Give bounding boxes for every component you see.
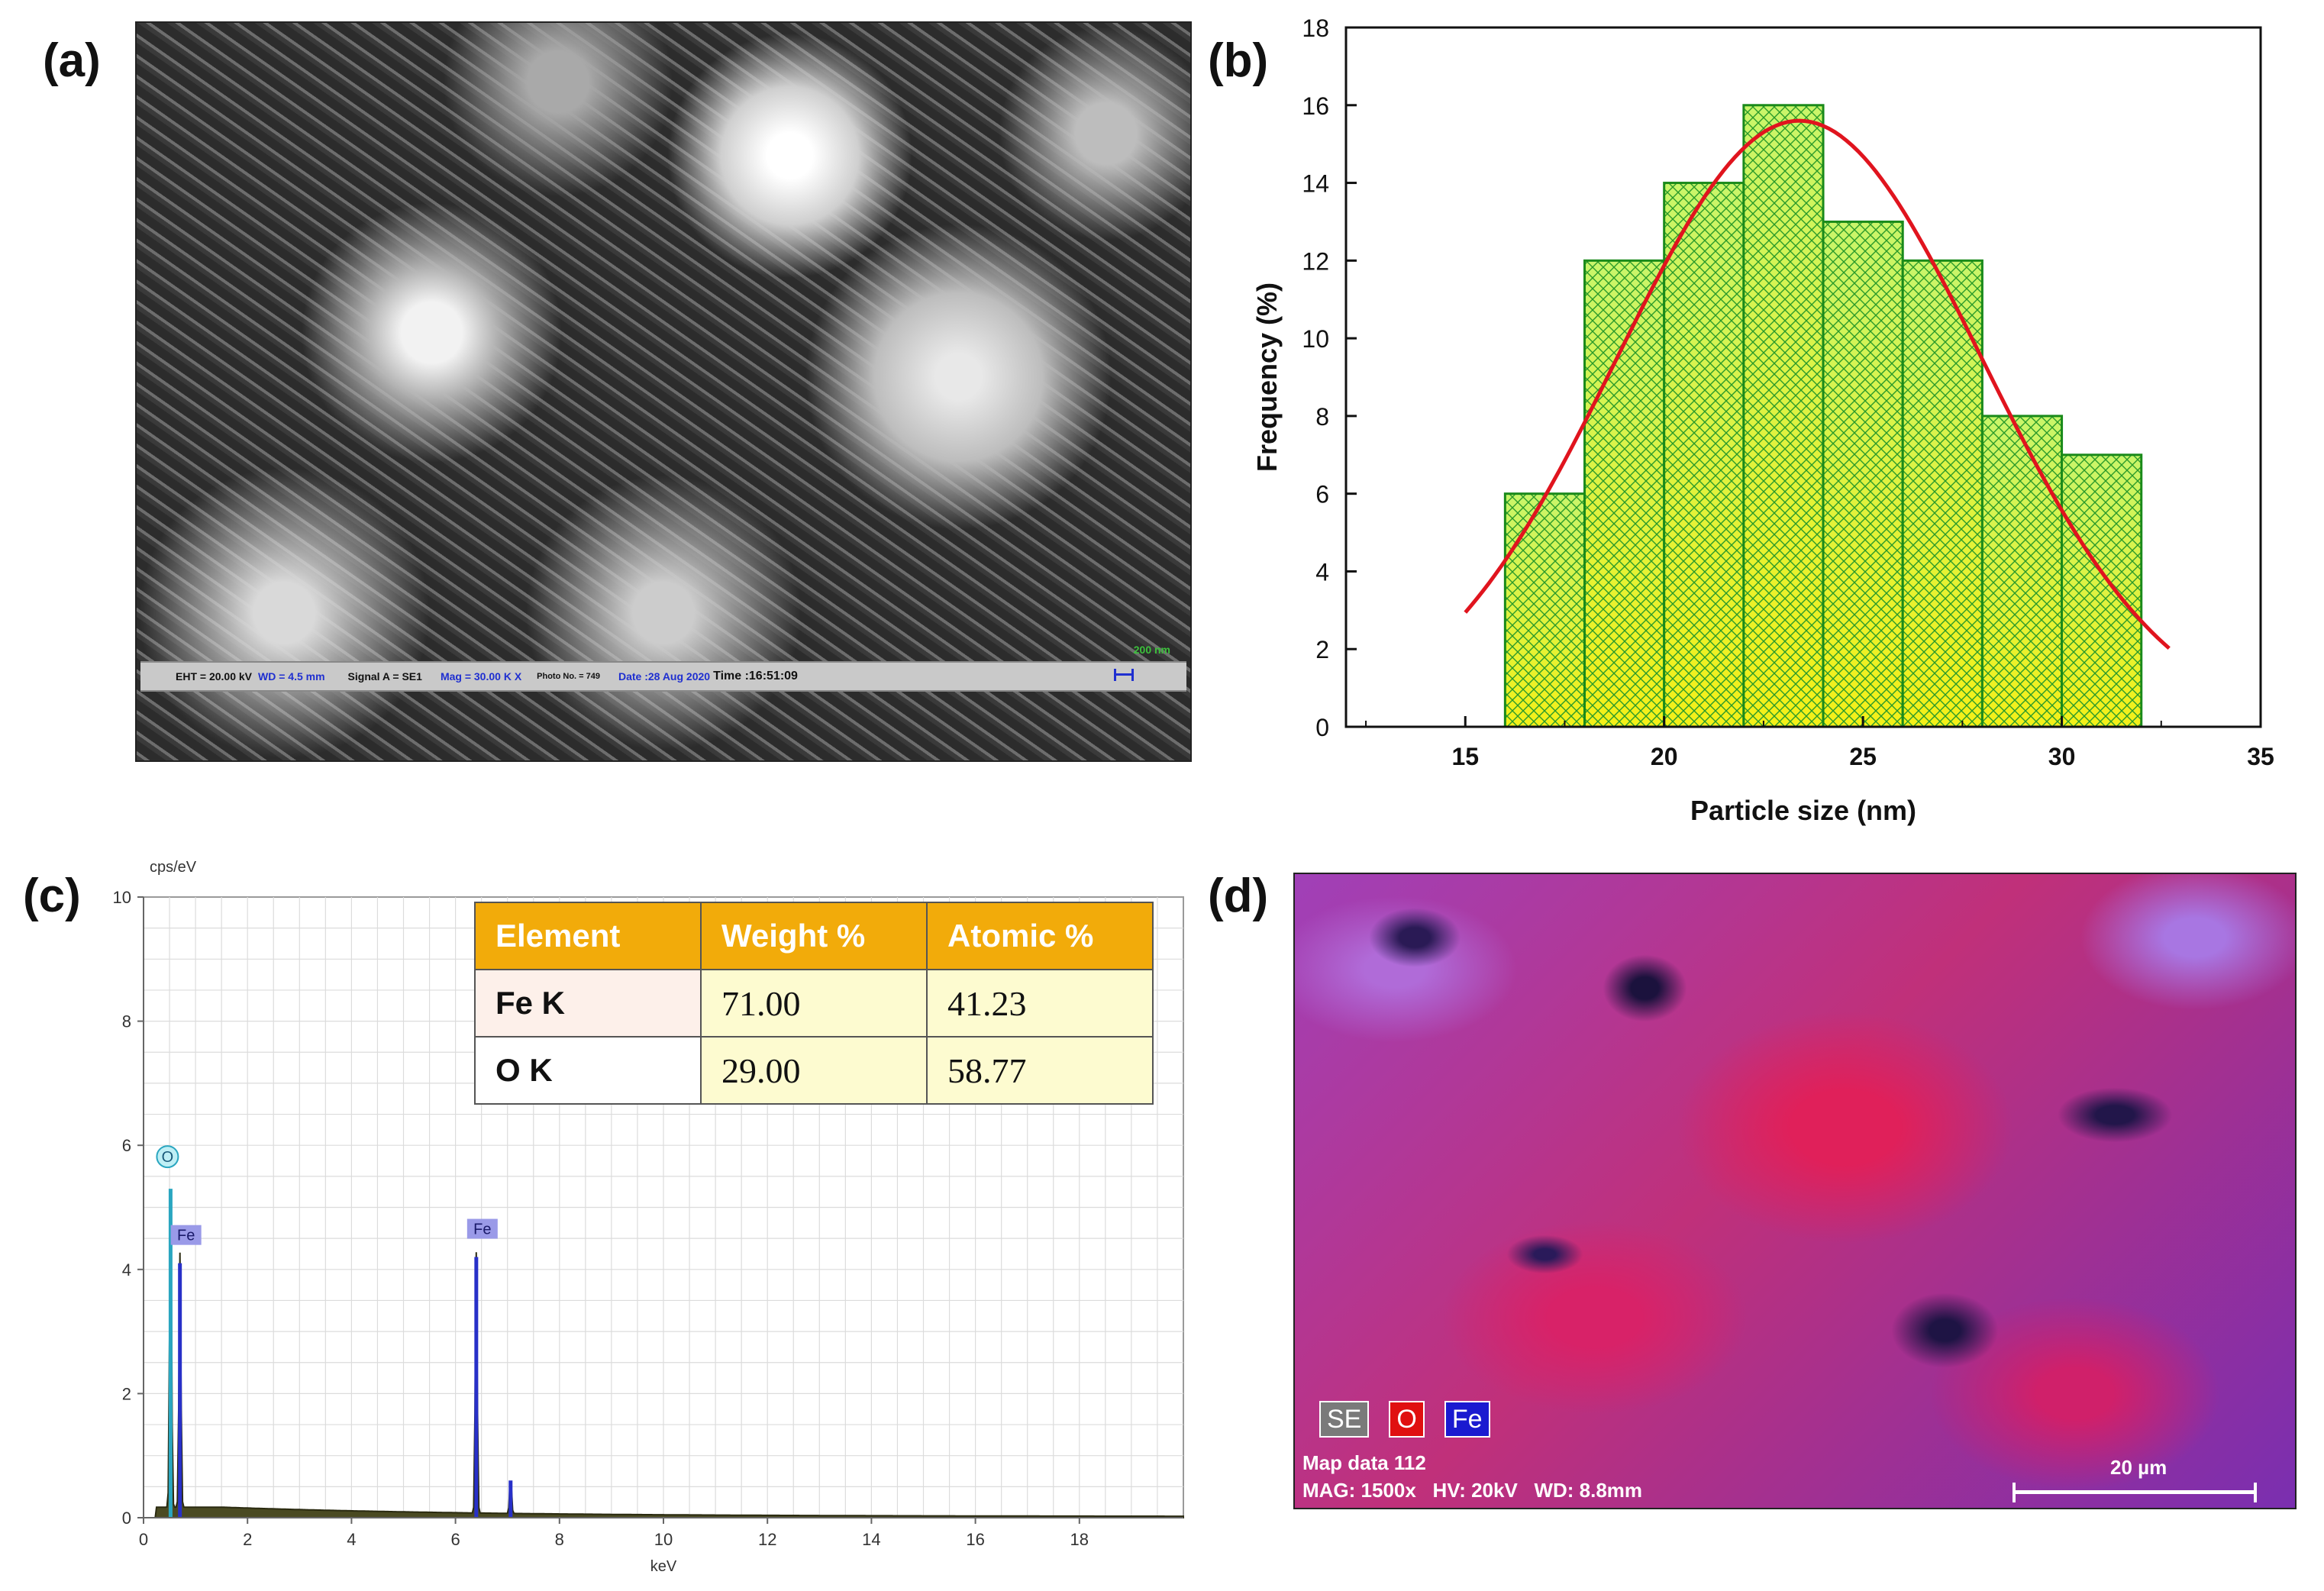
eds-x-tick-label: 4 <box>347 1530 356 1549</box>
table-header-element: Element <box>474 902 702 970</box>
table-cell-weight: 71.00 <box>700 969 928 1038</box>
histogram-y-tick-label: 14 <box>1302 170 1329 198</box>
map-title: Map data 112 <box>1302 1451 1426 1474</box>
table-cell-element: Fe K <box>474 969 702 1038</box>
eds-x-tick-label: 18 <box>1070 1530 1089 1549</box>
sem-signal: Signal A = SE1 <box>347 670 422 683</box>
table-cell-weight: 29.00 <box>700 1036 928 1105</box>
table-row: Fe K 71.00 41.23 <box>474 969 1154 1038</box>
map-legend-se: SE <box>1319 1401 1370 1438</box>
eds-y-tick-label: 0 <box>122 1509 131 1528</box>
table-header-weight: Weight % <box>700 902 928 970</box>
eds-peak-marker <box>466 1218 498 1239</box>
histogram-y-tick-label: 6 <box>1315 481 1329 508</box>
histogram-y-tick-label: 2 <box>1315 636 1329 663</box>
table-cell-element: O K <box>474 1036 702 1105</box>
histogram-bar-outline <box>1503 492 1586 728</box>
table-header-atomic: Atomic % <box>926 902 1154 970</box>
sem-date: Date :28 Aug 2020 <box>618 670 711 683</box>
map-scale-label: 20 µm <box>2110 1456 2167 1479</box>
map-params: MAG: 1500x HV: 20kV WD: 8.8mm <box>1302 1479 1643 1502</box>
histogram-x-tick-label: 30 <box>2048 743 2076 770</box>
sem-info-bar: EHT = 20.00 kV WD = 4.5 mm Signal A = SE… <box>140 661 1186 692</box>
eds-y-unit: cps/eV <box>150 859 197 876</box>
map-legend: SE O Fe <box>1319 1401 1490 1438</box>
histogram-y-tick-label: 8 <box>1315 403 1329 431</box>
gaussian-fit-curve <box>1464 118 2171 650</box>
sem-micrograph: 200 nm EHT = 20.00 kV WD = 4.5 mm Signal… <box>135 21 1192 762</box>
sem-time: Time :16:51:09 <box>713 670 798 683</box>
histogram-x-tick-label: 25 <box>1849 743 1877 770</box>
panel-b-label: (b) <box>1208 34 1269 87</box>
histogram-y-tick-label: 10 <box>1302 325 1329 353</box>
map-scale-bar <box>2013 1483 2257 1502</box>
histogram-y-tick-label: 18 <box>1302 15 1329 42</box>
histogram-y-tick-label: 12 <box>1302 247 1329 275</box>
panel-c-label: (c) <box>23 870 81 922</box>
sem-mag: Mag = 30.00 K X <box>440 670 522 683</box>
eds-x-tick-label: 0 <box>139 1530 148 1549</box>
eds-peak-label: O <box>162 1149 174 1166</box>
histogram-bar-outline <box>1583 259 1666 728</box>
eds-x-tick-label: 8 <box>555 1530 564 1549</box>
histogram-x-tick-label: 35 <box>2247 743 2274 770</box>
eds-y-tick-label: 4 <box>122 1260 131 1280</box>
sem-photo: Photo No. = 749 <box>537 672 600 681</box>
panel-a-label: (a) <box>43 34 101 87</box>
table-cell-atomic: 41.23 <box>926 969 1154 1038</box>
sem-wd: WD = 4.5 mm <box>258 670 325 683</box>
elemental-map: SE O Fe Map data 112 MAG: 1500x HV: 20kV… <box>1293 873 2297 1509</box>
eds-peak-label: Fe <box>177 1228 195 1244</box>
histogram-bar-outline <box>1822 220 1904 728</box>
histogram-frame <box>1344 26 2262 728</box>
histogram-x-tick-label: 20 <box>1651 743 1678 770</box>
table-row: O K 29.00 58.77 <box>474 1036 1154 1105</box>
sem-scale-bar <box>1114 669 1134 681</box>
eds-spectrum-trace <box>144 1190 1184 1518</box>
histogram-x-label: Particle size (nm) <box>1690 795 1916 826</box>
eds-y-tick-label: 10 <box>113 888 131 907</box>
map-legend-fe: Fe <box>1444 1401 1490 1438</box>
panel-d-label: (d) <box>1208 870 1269 922</box>
sem-eht: EHT = 20.00 kV <box>176 670 253 683</box>
eds-x-tick-label: 14 <box>862 1530 880 1549</box>
eds-peak-label: Fe <box>473 1221 491 1238</box>
histogram-bar-outline <box>1901 259 1983 728</box>
eds-x-tick-label: 10 <box>654 1530 673 1549</box>
eds-composition-table: Element Weight % Atomic % Fe K 71.00 41.… <box>474 902 1154 1105</box>
eds-x-tick-label: 2 <box>243 1530 252 1549</box>
eds-x-tick-label: 16 <box>966 1530 984 1549</box>
eds-y-tick-label: 6 <box>122 1136 131 1155</box>
histogram-y-label: Frequency (%) <box>1251 282 1283 472</box>
histogram-y-tick-label: 4 <box>1315 558 1329 586</box>
histogram-y-tick-label: 0 <box>1315 714 1329 741</box>
histogram-bar-outline <box>1663 182 1745 728</box>
histogram-bar-outline <box>2061 453 2143 728</box>
eds-x-tick-label: 12 <box>758 1530 776 1549</box>
eds-x-tick-label: 6 <box>450 1530 460 1549</box>
histogram-bar-outline <box>1742 104 1825 728</box>
eds-y-tick-label: 2 <box>122 1384 131 1403</box>
histogram-chart: 0 2 4 6 8 10 12 14 16 18 15 20 25 30 35 Particle size … <box>1251 15 2274 826</box>
histogram-bar-outline <box>1980 415 2064 728</box>
table-header-row: Element Weight % Atomic % <box>474 902 1154 970</box>
histogram-x-tick-label: 15 <box>1451 743 1479 770</box>
table-cell-atomic: 58.77 <box>926 1036 1154 1105</box>
eds-peak-marker <box>156 1145 179 1169</box>
map-legend-o: O <box>1389 1401 1425 1438</box>
eds-x-unit: keV <box>650 1558 677 1575</box>
eds-y-tick-label: 8 <box>122 1012 131 1031</box>
histogram-y-tick-label: 16 <box>1302 92 1329 120</box>
eds-peak-marker <box>170 1225 202 1245</box>
sem-scale-label: 200 nm <box>1133 644 1170 656</box>
